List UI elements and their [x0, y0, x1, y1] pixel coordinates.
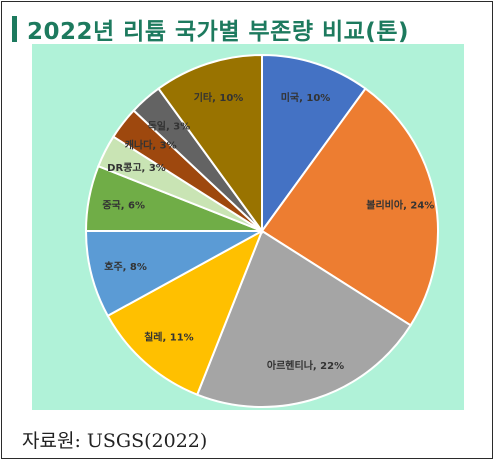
- pie-slice-9: [157, 53, 263, 235]
- pie-slice-3: [106, 228, 264, 396]
- pie-data-label-5: 중국, 6%: [102, 200, 145, 212]
- pie-data-label-0: 미국, 10%: [281, 91, 331, 104]
- pie-data-label-6: DR콩고, 3%: [107, 162, 166, 174]
- pie-slice-2: [195, 229, 412, 408]
- pie-chart: 미국, 10% 볼리비아, 24% 아르헨티나, 22% 칠레, 11% 호주, 8% 중…: [84, 53, 439, 408]
- pie-data-label-1: 볼리비아, 24%: [366, 199, 434, 212]
- chart-title: 2022년 리튬 국가별 부존량 비교(톤): [27, 19, 409, 45]
- chart-plot-area: 미국, 10% 볼리비아, 24% 아르헨티나, 22% 칠레, 11% 호주, 8% 중…: [32, 44, 464, 410]
- pie-slice-0: [261, 53, 367, 235]
- pie-data-label-8: 독일, 3%: [148, 119, 191, 132]
- pie-data-label-3: 칠레, 11%: [144, 331, 194, 344]
- pie-slice-4: [84, 230, 263, 318]
- pie-data-label-2: 아르헨티나, 22%: [267, 359, 344, 372]
- pie-data-label-4: 호주, 8%: [104, 260, 147, 273]
- pie-data-label-9: 기타, 10%: [194, 91, 244, 104]
- pie-data-label-7: 캐나다, 3%: [125, 139, 177, 152]
- source-note: 자료원: USGS(2022): [22, 430, 208, 452]
- title-accent-bar: [12, 16, 17, 42]
- title-bar: 2022년 리튬 국가별 부존량 비교(톤): [12, 12, 409, 46]
- pie-slice-1: [260, 87, 439, 327]
